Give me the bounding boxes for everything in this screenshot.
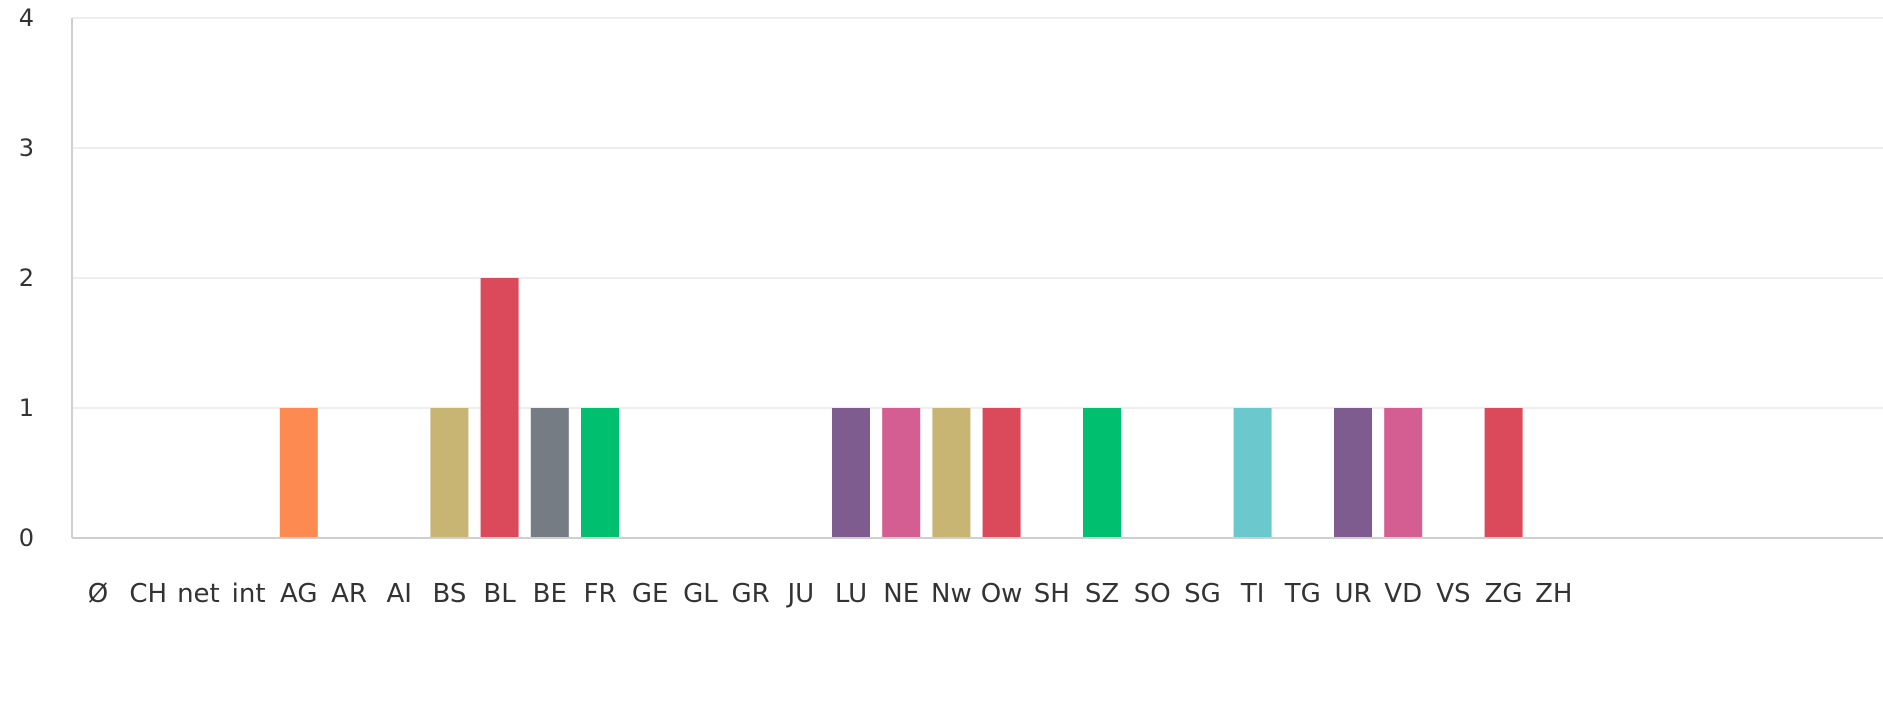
x-tick-label-SZ: SZ xyxy=(1085,579,1119,609)
bar-SZ xyxy=(1083,408,1121,538)
x-axis-ticks: Ø CH net int AG AR AI BS BL BE FR GE GL GR JU LU NE Nw Ow S… xyxy=(88,579,1573,609)
bars xyxy=(280,278,1523,538)
x-tick-label-CH: CH xyxy=(129,579,167,609)
x-tick-label-net: net xyxy=(177,579,220,609)
bar-BL xyxy=(481,278,519,538)
x-tick-label-FR: FR xyxy=(583,579,616,609)
y-tick-label: 4 xyxy=(19,4,34,32)
bar-TI xyxy=(1234,408,1272,538)
x-tick-label-SO: SO xyxy=(1134,579,1171,609)
x-tick-label-JU: JU xyxy=(785,579,814,609)
bar-BS xyxy=(430,408,468,538)
x-tick-label-BS: BS xyxy=(432,579,466,609)
x-tick-label-TG: TG xyxy=(1284,579,1321,609)
x-tick-label-Ø: Ø xyxy=(88,579,108,609)
x-tick-label-AR: AR xyxy=(331,579,367,609)
gridlines xyxy=(72,18,1883,408)
x-tick-label-GL: GL xyxy=(683,579,718,609)
y-tick-label: 3 xyxy=(19,134,34,162)
x-tick-label-VS: VS xyxy=(1436,579,1470,609)
bar-FR xyxy=(581,408,619,538)
y-tick-label: 2 xyxy=(19,264,34,292)
bar-NE xyxy=(882,408,920,538)
y-axis-ticks: 0 1 2 3 4 xyxy=(19,4,34,552)
x-tick-label-VD: VD xyxy=(1384,579,1422,609)
x-tick-label-TI: TI xyxy=(1240,579,1265,609)
x-tick-label-SH: SH xyxy=(1034,579,1070,609)
bar-ZG xyxy=(1485,408,1523,538)
bar-LU xyxy=(832,408,870,538)
x-tick-label-UR: UR xyxy=(1334,579,1371,609)
bar-BE xyxy=(531,408,569,538)
bar-AG xyxy=(280,408,318,538)
x-tick-label-Nw: Nw xyxy=(931,579,972,609)
x-tick-label-int: int xyxy=(232,579,266,609)
x-tick-label-LU: LU xyxy=(835,579,867,609)
x-tick-label-Ow: Ow xyxy=(981,579,1023,609)
x-tick-label-AG: AG xyxy=(280,579,317,609)
x-tick-label-SG: SG xyxy=(1184,579,1221,609)
x-tick-label-BL: BL xyxy=(483,579,516,609)
x-tick-label-GE: GE xyxy=(632,579,669,609)
bar-UR xyxy=(1334,408,1372,538)
x-tick-label-BE: BE xyxy=(533,579,567,609)
x-tick-label-ZG: ZG xyxy=(1485,579,1523,609)
y-tick-label: 0 xyxy=(19,524,34,552)
bar-VD xyxy=(1384,408,1422,538)
bar-Ow xyxy=(983,408,1021,538)
bar-Nw xyxy=(932,408,970,538)
x-tick-label-AI: AI xyxy=(386,579,411,609)
x-tick-label-NE: NE xyxy=(883,579,919,609)
y-tick-label: 1 xyxy=(19,394,34,422)
x-tick-label-GR: GR xyxy=(731,579,769,609)
x-tick-label-ZH: ZH xyxy=(1535,579,1572,609)
